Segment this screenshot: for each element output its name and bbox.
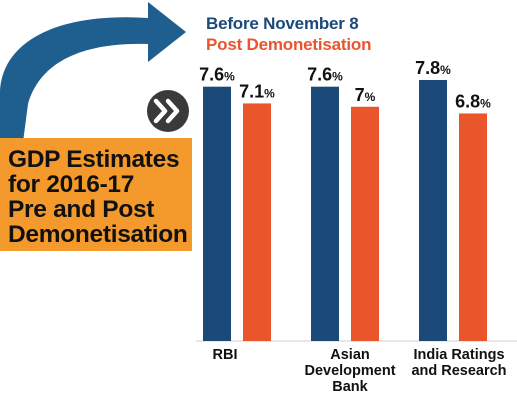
data-label-before-2: 7.6% bbox=[307, 65, 343, 85]
bar-post-3 bbox=[459, 113, 487, 341]
chart-title: GDP Estimates for 2016-17 Pre and Post D… bbox=[0, 138, 192, 251]
data-label-post-1: 7.1% bbox=[239, 81, 275, 101]
title-line-2: for 2016-17 bbox=[8, 171, 135, 198]
category-label-line: Development bbox=[304, 363, 396, 379]
data-label-before-1: 7.6% bbox=[199, 65, 235, 85]
category-label-1: RBI bbox=[165, 347, 285, 363]
data-label-post-2: 7% bbox=[355, 85, 376, 105]
curved-arrow-icon bbox=[0, 2, 186, 165]
title-line-3: Pre and Post bbox=[8, 196, 155, 223]
bars-group: 7.6%7.1%7.6%7%7.8%6.8% bbox=[199, 58, 491, 342]
title-box-background bbox=[0, 138, 192, 251]
double-chevron-right-icon bbox=[147, 90, 189, 132]
bar-before-2 bbox=[311, 86, 339, 341]
title-line-1: GDP Estimates bbox=[8, 146, 180, 173]
category-label-line: RBI bbox=[212, 347, 238, 363]
legend: Before November 8 Post Demonetisation bbox=[206, 13, 371, 55]
category-label-line: and Research bbox=[411, 363, 507, 379]
category-label-line: Bank bbox=[332, 379, 368, 395]
data-label-post-3: 6.8% bbox=[455, 91, 491, 111]
bar-before-3 bbox=[419, 80, 447, 341]
legend-item-post: Post Demonetisation bbox=[206, 35, 372, 54]
legend-item-before: Before November 8 bbox=[206, 14, 359, 33]
category-label-line: India Ratings bbox=[413, 347, 505, 363]
bar-post-2 bbox=[351, 106, 379, 342]
category-label-2: Asian Development Bank bbox=[290, 347, 410, 395]
bar-before-1 bbox=[203, 86, 231, 341]
category-label-line: Asian bbox=[330, 347, 370, 363]
bar-post-1 bbox=[243, 103, 271, 341]
data-label-before-3: 7.8% bbox=[415, 58, 451, 78]
category-label-3: India Ratings and Research bbox=[399, 347, 517, 379]
title-line-4: Demonetisation bbox=[8, 221, 188, 248]
